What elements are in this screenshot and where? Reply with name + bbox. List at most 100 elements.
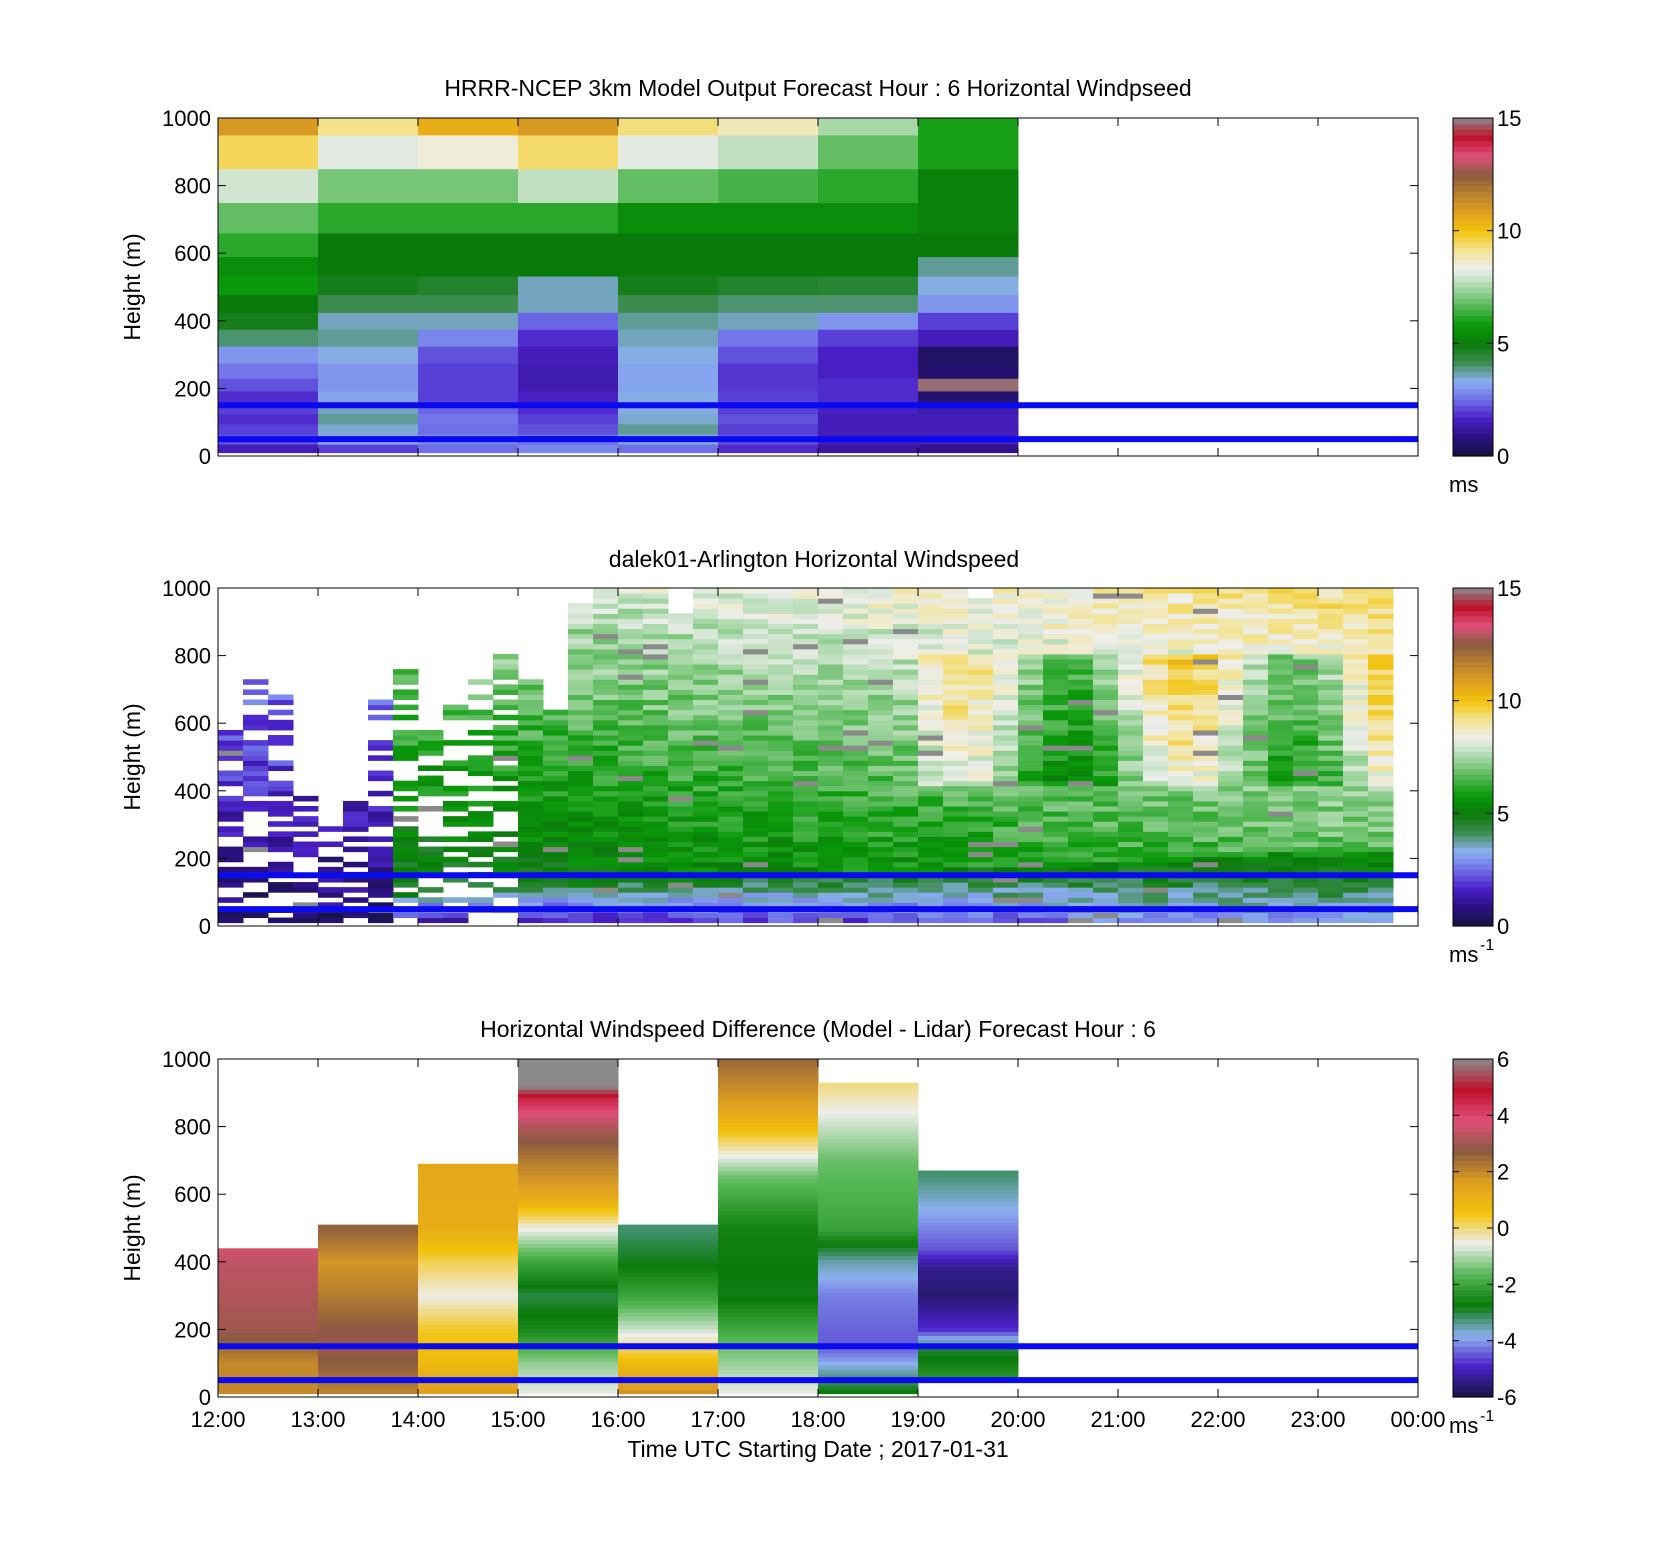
- colorbar-segment: [1453, 1109, 1493, 1116]
- heatmap-cell: [718, 1081, 819, 1086]
- heatmap-cell: [893, 714, 919, 721]
- heatmap-cell: [593, 724, 619, 731]
- heatmap-cell: [693, 775, 719, 782]
- heatmap-cell: [1293, 638, 1319, 645]
- heatmap-cell: [268, 866, 294, 873]
- heatmap-cell: [868, 806, 894, 812]
- heatmap-cell: [593, 588, 619, 594]
- colorbar-segment: [1453, 410, 1493, 418]
- heatmap-cell: [868, 821, 894, 827]
- heatmap-cell: [1318, 648, 1344, 655]
- heatmap-cell: [968, 800, 994, 807]
- heatmap-cell: [518, 378, 619, 392]
- heatmap-cell: [718, 897, 744, 903]
- heatmap-cell: [518, 714, 544, 721]
- heatmap-cell: [718, 1255, 819, 1261]
- colorbar-segment: [1453, 1137, 1493, 1145]
- heatmap-cell: [968, 765, 994, 772]
- heatmap-cell: [818, 1142, 919, 1147]
- heatmap-cell: [343, 846, 369, 853]
- heatmap-cell: [893, 831, 919, 837]
- heatmap-cell: [218, 831, 244, 837]
- heatmap-cell: [443, 714, 469, 721]
- heatmap-cell: [818, 1211, 919, 1216]
- heatmap-cell: [1218, 816, 1244, 822]
- heatmap-cell: [293, 851, 319, 858]
- heatmap-cell: [868, 826, 894, 832]
- heatmap-cell: [793, 866, 819, 873]
- heatmap-cell: [418, 444, 519, 454]
- heatmap-cell: [418, 866, 444, 873]
- heatmap-cell: [1093, 638, 1119, 645]
- heatmap-cell: [468, 765, 494, 772]
- heatmap-cell: [1243, 831, 1269, 837]
- heatmap-cell: [1043, 866, 1069, 873]
- heatmap-cell: [893, 618, 919, 624]
- heatmap-cell: [1368, 704, 1394, 711]
- heatmap-cell: [1218, 719, 1244, 726]
- heatmap-cell: [818, 202, 919, 234]
- heatmap-cell: [1043, 821, 1069, 827]
- y-tick-label: 800: [174, 174, 211, 199]
- heatmap-cell: [1343, 689, 1369, 695]
- colorbar-segment: [1453, 258, 1493, 266]
- heatmap-cell: [543, 811, 569, 817]
- heatmap-cell: [1118, 679, 1144, 685]
- heatmap-cell: [543, 770, 569, 777]
- heatmap-cell: [718, 1073, 819, 1078]
- heatmap-cell: [893, 593, 919, 599]
- colorbar-segment: [1453, 757, 1493, 764]
- colorbar-segment: [1453, 1228, 1493, 1235]
- heatmap-cell: [868, 770, 894, 777]
- heatmap-cell: [418, 1361, 519, 1366]
- heatmap-cell: [1018, 775, 1044, 782]
- heatmap-cell: [1118, 613, 1144, 619]
- heatmap-cell: [618, 785, 644, 792]
- heatmap-cell: [1268, 694, 1294, 701]
- heatmap-cell: [993, 841, 1019, 848]
- heatmap-cell: [418, 1296, 519, 1301]
- heatmap-cell: [868, 653, 894, 660]
- heatmap-cell: [1318, 699, 1344, 706]
- heatmap-cell: [1118, 816, 1144, 822]
- heatmap-cell: [1343, 603, 1369, 609]
- heatmap-cell: [668, 618, 694, 624]
- heatmap-cell: [743, 882, 769, 888]
- heatmap-cell: [1018, 841, 1044, 848]
- heatmap-cell: [668, 669, 694, 675]
- heatmap-cell: [768, 729, 794, 736]
- heatmap-cell: [743, 745, 769, 751]
- heatmap-cell: [1293, 719, 1319, 726]
- heatmap-cell: [518, 202, 619, 234]
- heatmap-cell: [1293, 613, 1319, 619]
- heatmap-cell: [993, 861, 1019, 868]
- heatmap-cell: [843, 679, 869, 685]
- heatmap-cell: [1193, 588, 1219, 594]
- heatmap-cell: [393, 851, 419, 858]
- heatmap-cell: [218, 1275, 319, 1281]
- heatmap-cell: [943, 608, 969, 614]
- heatmap-cell: [1368, 770, 1394, 777]
- heatmap-cell: [918, 816, 944, 822]
- colorbar-segment: [1453, 1239, 1493, 1246]
- heatmap-cell: [1168, 760, 1194, 766]
- heatmap-cell: [418, 1267, 519, 1273]
- heatmap-cell: [1318, 816, 1344, 822]
- heatmap-cell: [1268, 674, 1294, 680]
- heatmap-cell: [918, 232, 1019, 258]
- heatmap-cell: [868, 887, 894, 893]
- heatmap-cell: [1168, 740, 1194, 746]
- heatmap-cell: [618, 694, 644, 701]
- colorbar-segment: [1453, 1295, 1493, 1302]
- heatmap-cell: [1043, 760, 1069, 766]
- heatmap-cell: [243, 800, 269, 807]
- heatmap-cell: [718, 765, 744, 772]
- colorbar-tick-label: 0: [1497, 444, 1509, 469]
- heatmap-cell: [818, 593, 844, 599]
- heatmap-cell: [1243, 821, 1269, 827]
- heatmap-cell: [1168, 806, 1194, 812]
- colorbar-tick-label: 0: [1497, 1216, 1509, 1241]
- heatmap-cell: [1018, 735, 1044, 741]
- heatmap-cell: [1343, 669, 1369, 675]
- heatmap-cell: [1118, 760, 1144, 766]
